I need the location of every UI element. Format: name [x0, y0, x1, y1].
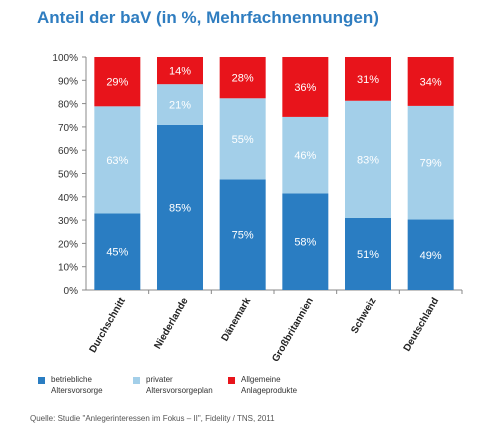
legend-label-line1: privater	[146, 375, 173, 384]
x-category-label: Dänemark	[220, 296, 254, 344]
data-label: 63%	[106, 155, 128, 167]
y-tick-label: 30%	[58, 216, 78, 227]
y-tick-label: 60%	[58, 146, 78, 157]
legend-label-line2: Altersvorsorge	[51, 386, 103, 395]
data-label: 14%	[169, 66, 191, 78]
bar-segment	[157, 124, 203, 290]
legend-item-betriebliche: betriebliche Altersvorsorge	[38, 374, 141, 396]
y-tick-label: 50%	[58, 170, 78, 181]
x-category-label: Großbritannien	[270, 296, 316, 364]
bar-segment	[345, 217, 391, 290]
bar-segment	[282, 57, 329, 117]
legend-item-privater: privater Altersvorsorgeplan	[133, 374, 236, 396]
data-label: 85%	[169, 202, 191, 214]
legend-label-line2: Anlageprodukte	[241, 386, 298, 395]
data-label: 55%	[232, 134, 254, 146]
legend-label-line1: Allgemeine	[241, 375, 281, 384]
source-note: Quelle: Studie "Anlegerinteressen im Fok…	[30, 414, 275, 423]
data-label: 51%	[357, 249, 379, 261]
bar-segment	[282, 193, 329, 290]
bar-segment	[407, 219, 454, 290]
data-label: 79%	[420, 158, 442, 170]
legend-swatch	[228, 377, 235, 384]
bar-segment	[157, 57, 203, 85]
legend-label-line2: Altersvorsorgeplan	[146, 386, 213, 395]
data-label: 58%	[294, 237, 316, 249]
bar-segment	[345, 100, 391, 218]
bar-segment	[94, 213, 141, 290]
data-label: 36%	[294, 82, 316, 94]
bar-segment	[94, 57, 141, 107]
bar-segment	[407, 105, 454, 220]
y-tick-label: 40%	[58, 193, 78, 204]
data-label: 29%	[106, 77, 128, 89]
data-label: 21%	[169, 100, 191, 112]
bar-segment	[219, 98, 266, 180]
bar-segment	[219, 57, 266, 99]
data-label: 31%	[357, 74, 379, 86]
data-label: 49%	[420, 250, 442, 262]
x-category-label: Deutschland	[402, 296, 442, 353]
legend-swatch	[38, 377, 45, 384]
y-tick-label: 100%	[52, 53, 78, 64]
data-label: 34%	[420, 76, 442, 88]
data-label: 46%	[294, 150, 316, 162]
bar-segment	[94, 106, 141, 214]
stacked-bar-chart: 0% 10% 20% 30% 40% 50% 60% 70% 80% 90% 100% 45% 63% 2…	[52, 53, 463, 364]
bar-segment	[345, 57, 391, 101]
y-tick-label: 10%	[58, 263, 78, 274]
y-tick-label: 20%	[58, 239, 78, 250]
x-category-label: Niederlande	[152, 296, 190, 351]
legend-swatch	[133, 377, 140, 384]
data-label: 75%	[232, 230, 254, 242]
x-category-label: Durchschnitt	[88, 295, 129, 354]
data-label: 28%	[232, 73, 254, 85]
x-category-label: Schweiz	[349, 296, 378, 336]
bar-segment	[282, 116, 329, 194]
y-tick-label: 70%	[58, 123, 78, 134]
y-tick-label: 90%	[58, 76, 78, 87]
bar-segment	[407, 57, 454, 106]
data-label: 45%	[106, 247, 128, 259]
legend-label-line1: betriebliche	[51, 375, 92, 384]
data-label: 83%	[357, 154, 379, 166]
bar-segment	[157, 84, 203, 125]
legend-item-allgemeine: Allgemeine Anlageprodukte	[228, 374, 331, 396]
y-tick-label: 80%	[58, 100, 78, 111]
y-tick-label: 0%	[64, 286, 79, 297]
bar-segment	[219, 179, 266, 290]
chart-title: Anteil der baV (in %, Mehrfachnennungen)	[37, 8, 379, 27]
